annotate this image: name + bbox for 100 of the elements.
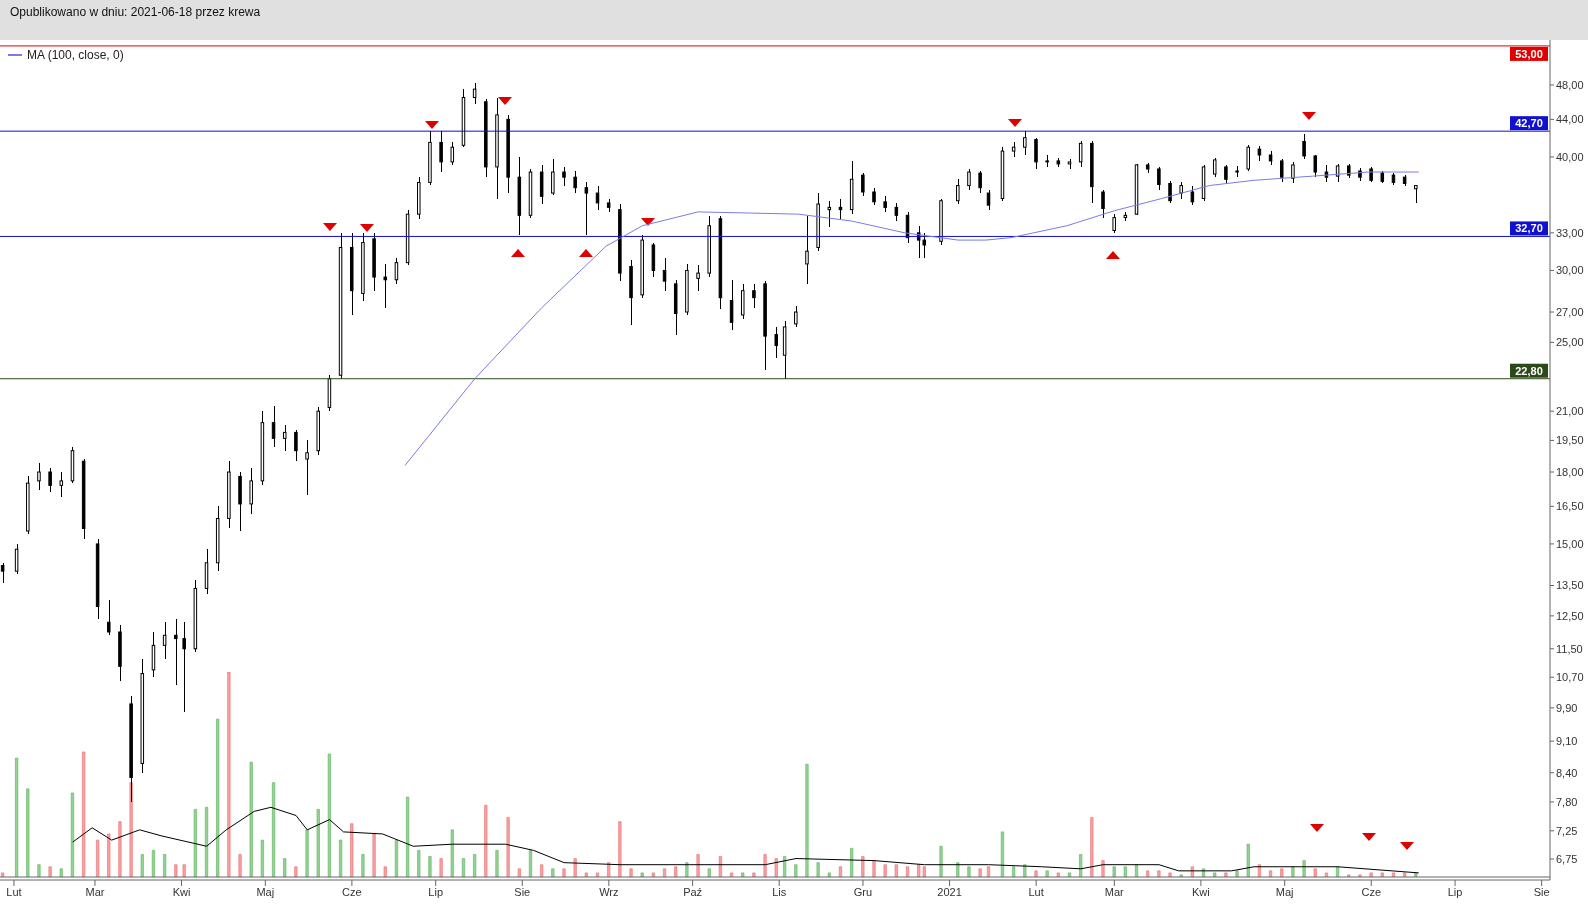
candlestick <box>1101 189 1105 219</box>
candlestick <box>551 158 555 196</box>
bar <box>1291 866 1295 877</box>
bar <box>1090 817 1094 877</box>
bar <box>1391 872 1396 877</box>
x-tick-label: Maj <box>1275 885 1294 898</box>
candlestick <box>0 562 5 584</box>
ref-line-label: 53,00 <box>1515 47 1543 60</box>
y-tick-label: 8,40 <box>1556 766 1578 779</box>
x-tick-label: Lip <box>428 885 444 898</box>
bar <box>484 804 488 877</box>
bar <box>26 788 30 877</box>
candlestick <box>861 172 865 197</box>
bar <box>193 809 197 877</box>
bar <box>249 761 253 877</box>
y-tick-label: 7,80 <box>1556 795 1578 808</box>
bar <box>140 854 144 877</box>
bar <box>182 864 186 877</box>
bar <box>838 866 843 877</box>
bar <box>978 868 982 877</box>
y-tick-label: 9,90 <box>1556 701 1578 714</box>
bar <box>1079 854 1083 877</box>
bar <box>562 868 566 877</box>
bar <box>96 839 100 877</box>
bar <box>216 718 220 877</box>
bar <box>1056 872 1060 877</box>
bar <box>774 858 778 877</box>
candlestick <box>14 543 19 575</box>
bar <box>227 672 231 877</box>
bar <box>417 850 421 877</box>
candlestick <box>1224 164 1228 185</box>
bar <box>986 866 991 877</box>
ref-line-label: 22,80 <box>1515 364 1543 377</box>
bar <box>967 866 971 877</box>
y-tick-label: 40,00 <box>1556 150 1584 163</box>
bar <box>763 854 767 877</box>
x-tick-label: Cze <box>342 885 362 898</box>
bar <box>1179 874 1183 877</box>
x-tick-label: Lip <box>1447 885 1463 898</box>
bar <box>118 821 122 877</box>
bar <box>872 860 876 877</box>
candlestick <box>1302 133 1306 160</box>
candlestick <box>472 81 477 105</box>
bar <box>1123 866 1127 877</box>
bar <box>305 829 309 877</box>
bar <box>894 864 898 877</box>
bar <box>327 753 331 877</box>
candlestick <box>986 189 991 211</box>
bar <box>506 817 510 877</box>
bar <box>528 850 533 877</box>
candlestick <box>282 423 287 452</box>
bar <box>584 872 588 877</box>
bar <box>607 862 611 877</box>
bar <box>1380 872 1384 877</box>
bar <box>905 866 910 877</box>
bar <box>696 854 700 877</box>
bar <box>939 845 943 877</box>
bar <box>406 796 410 877</box>
bar <box>1358 874 1362 877</box>
bar <box>238 854 242 877</box>
line-series <box>404 171 1420 466</box>
candlestick <box>1078 140 1083 168</box>
candlestick <box>294 429 298 462</box>
candlestick <box>774 326 779 360</box>
candlestick <box>305 439 309 496</box>
x-tick-label: Lis <box>772 885 787 898</box>
bar <box>107 833 111 877</box>
bar <box>718 856 722 877</box>
bar <box>1347 874 1351 877</box>
bar <box>272 782 276 877</box>
x-tick-label: Kwi <box>1192 885 1210 898</box>
bar <box>595 872 600 877</box>
bar <box>883 864 887 877</box>
bar <box>1269 870 1273 877</box>
candlestick <box>383 263 388 309</box>
bar <box>1235 870 1239 877</box>
bar <box>204 807 209 877</box>
bar <box>618 821 622 877</box>
bar <box>294 866 298 877</box>
candlestick <box>1112 213 1116 234</box>
bar <box>1403 872 1407 877</box>
candlestick <box>1212 157 1217 178</box>
bar <box>1213 872 1217 877</box>
bar <box>394 839 398 877</box>
legend-label: MA (100, close, 0) <box>27 48 124 62</box>
candlestick <box>439 130 443 173</box>
bar <box>1067 872 1072 877</box>
x-tick-label: Cze <box>1361 885 1382 898</box>
bar <box>473 854 477 877</box>
bar <box>70 792 75 877</box>
candlestick <box>595 184 600 211</box>
bar <box>540 864 544 877</box>
ref-line-label: 32,70 <box>1515 222 1543 235</box>
bar <box>439 858 443 877</box>
bar <box>551 868 555 877</box>
candlestick <box>48 467 52 493</box>
y-tick-label: 18,00 <box>1556 465 1584 478</box>
bar <box>956 862 960 877</box>
bar <box>1000 831 1005 877</box>
bar <box>1324 872 1328 877</box>
